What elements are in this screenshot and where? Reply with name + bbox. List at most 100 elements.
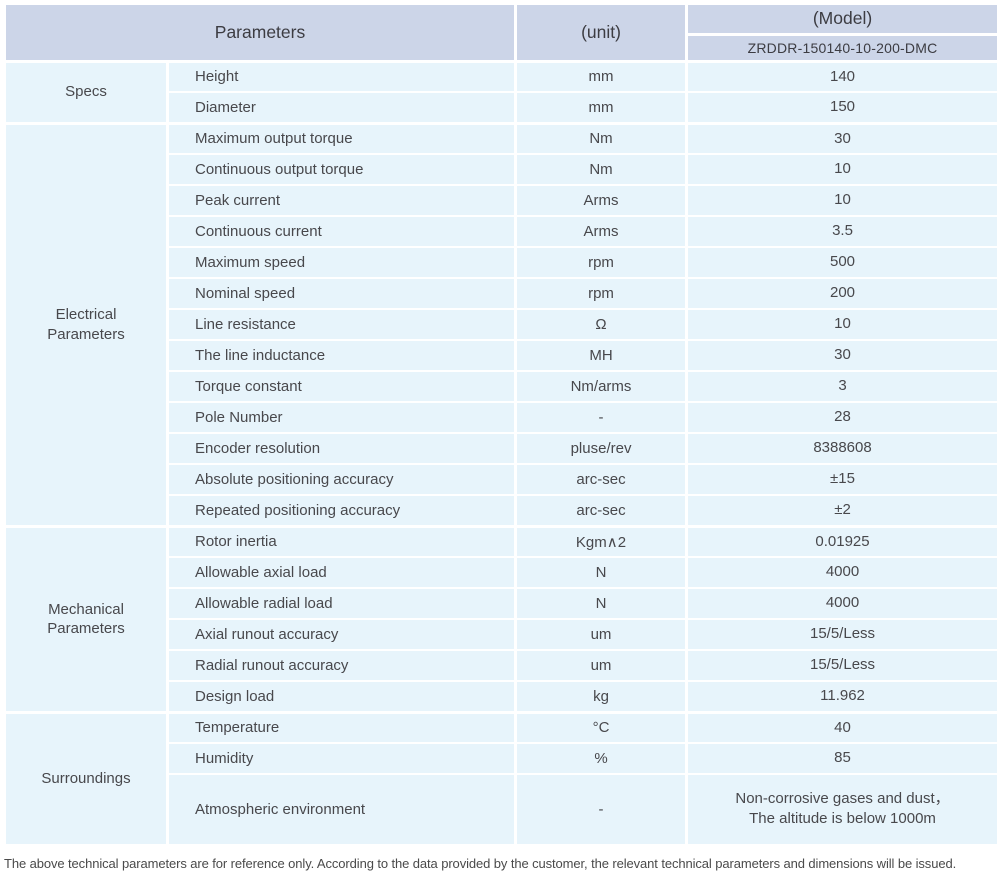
unit-cell: um [514,649,689,682]
value-cell: 28 [685,401,1000,434]
unit-cell: MH [514,339,689,372]
table-row: Mechanical Parameters Rotor inertia Kgm∧2 0… [3,525,1000,714]
value-cell: 85 [685,742,1000,775]
param-name-cell: Height [165,60,518,93]
table-row: Axial runout accuracy um 15/5/Less [5,618,1000,651]
unit-cell: % [514,742,689,775]
value-cell: 15/5/Less [685,618,1000,651]
table-row: Continuous output torque Nm 10 [5,153,1000,186]
unit-cell: mm [514,91,689,125]
table-row: Radial runout accuracy um 15/5/Less [5,649,1000,682]
param-name-cell: Rotor inertia [165,525,518,558]
value-cell: 4000 [685,587,1000,620]
param-name-cell: Axial runout accuracy [165,618,518,651]
param-name-cell: Maximum speed [165,246,518,279]
value-cell: 140 [685,60,1000,93]
unit-cell: - [514,773,689,847]
table-row: Repeated positioning accuracy arc-sec ±2 [5,494,1000,528]
group-label-specs: Specs [3,60,169,125]
value-cell: 11.962 [685,680,1000,714]
unit-cell: Nm/arms [514,370,689,403]
table-row: Line resistance Ω 10 [5,308,1000,341]
table-row: Design load kg 11.962 [5,680,1000,714]
param-name-cell: Design load [165,680,518,714]
unit-cell: N [514,587,689,620]
spec-table-header: Parameters (unit) (Model) ZRDDR-150140-1… [2,3,1000,63]
unit-cell: kg [514,680,689,714]
table-row: Maximum speed rpm 500 [5,246,1000,279]
unit-cell: mm [514,60,689,93]
group-label-mechanical-parameters: Mechanical Parameters [3,525,169,714]
param-name-cell: Continuous output torque [165,153,518,186]
unit-cell: Arms [514,215,689,248]
unit-cell: pluse/rev [514,432,689,465]
unit-cell: - [514,401,689,434]
value-cell: 10 [685,153,1000,186]
group-label-electrical-parameters: Electrical Parameters [3,122,169,528]
value-cell: Non-corrosive gases and dust， The altitu… [685,773,1000,847]
spec-table-body: Specs Height mm 140 Diameter mm 150 Electrical … [3,60,1000,847]
table-row: Torque constant Nm/arms 3 [5,370,1000,403]
value-cell: ±2 [685,494,1000,528]
value-cell: 3.5 [685,215,1000,248]
table-row: Diameter mm 150 [5,91,1000,125]
unit-cell: Arms [514,184,689,217]
value-cell: 30 [685,122,1000,155]
param-name-cell: Humidity [165,742,518,775]
unit-cell: um [514,618,689,651]
unit-cell: °C [514,711,689,744]
value-cell: 500 [685,246,1000,279]
table-row: Specs Height mm 140 [3,60,1000,125]
value-cell: 4000 [685,556,1000,589]
value-cell: 8388608 [685,432,1000,465]
value-cell: 10 [685,308,1000,341]
value-cell: ±15 [685,463,1000,496]
param-name-cell: Allowable radial load [165,587,518,620]
param-name-cell: Line resistance [165,308,518,341]
group-label-surroundings: Surroundings [3,711,169,847]
param-name-cell: Radial runout accuracy [165,649,518,682]
table-row: Allowable axial load N 4000 [5,556,1000,589]
value-cell: 0.01925 [685,525,1000,558]
value-cell: 40 [685,711,1000,744]
value-cell: 3 [685,370,1000,403]
header-model-number: ZRDDR-150140-10-200-DMC [685,33,1000,63]
param-name-cell: Maximum output torque [165,122,518,155]
table-row: Humidity% 85 [5,742,1000,775]
table-row: Allowable radial load N 4000 [5,587,1000,620]
spec-table: Parameters (unit) (Model) ZRDDR-150140-1… [2,3,1000,847]
table-row: Absolute positioning accuracy arc-sec ±15 [5,463,1000,496]
param-name-cell: Atmospheric environment [165,773,518,847]
header-unit: (unit) [514,3,689,63]
table-row: Encoder resolution pluse/rev 8388608 [5,432,1000,465]
param-name-cell: Peak current [165,184,518,217]
unit-cell: arc-sec [514,494,689,528]
header-model: (Model) [685,3,1000,36]
table-row: Surroundings Temperature °C 40 [3,711,1000,847]
param-name-cell: Torque constant [165,370,518,403]
table-row: Nominal speed rpm 200 [5,277,1000,310]
table-row: Atmospheric environment - Non-corrosive ga… [5,773,1000,847]
footnote: The above technical parameters are for r… [4,855,957,871]
header-model-row: ZRDDR-150140-10-200-DMC [5,33,1000,63]
header-parameters: Parameters [2,3,518,63]
header-row: Parameters (unit) (Model) [2,3,1000,63]
unit-cell: N [514,556,689,589]
param-name-cell: Encoder resolution [165,432,518,465]
param-name-cell: Diameter [165,91,518,125]
table-row: Peak current Arms 10 [5,184,1000,217]
param-name-cell: Nominal speed [165,277,518,310]
table-row: Electrical Parameters Maximum output torq… [3,122,1000,528]
unit-cell: Kgm∧2 [514,525,689,558]
value-cell: 150 [685,91,1000,125]
param-name-cell: Allowable axial load [165,556,518,589]
param-name-cell: Repeated positioning accuracy [165,494,518,528]
param-name-cell: Absolute positioning accuracy [165,463,518,496]
param-name-cell: Continuous current [165,215,518,248]
unit-cell: Nm [514,122,689,155]
value-cell: 10 [685,184,1000,217]
unit-cell: arc-sec [514,463,689,496]
table-row: Pole Number -28 [5,401,1000,434]
table-row: The line inductance MH 30 [5,339,1000,372]
